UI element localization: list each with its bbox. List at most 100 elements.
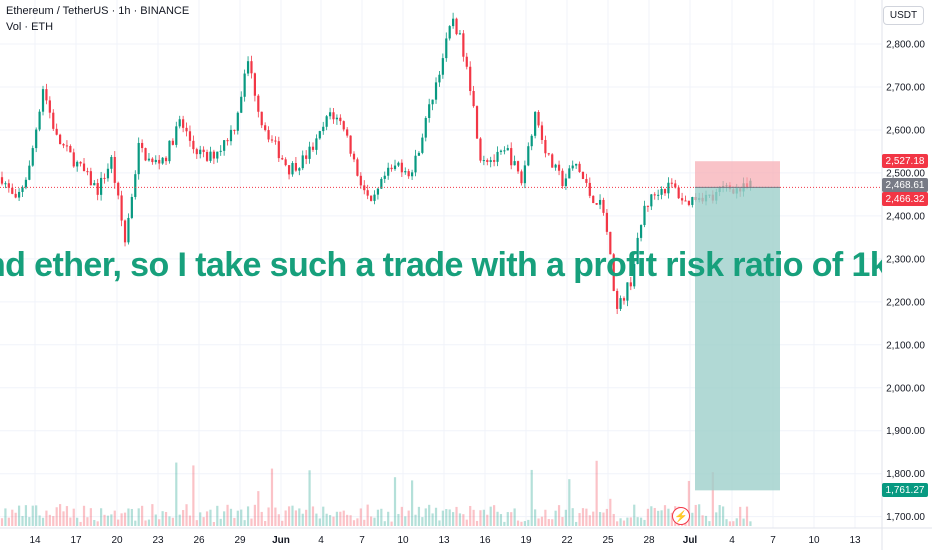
volume-bar — [718, 505, 721, 526]
candle-body — [246, 61, 250, 74]
candle-body — [527, 146, 530, 166]
candle-body — [407, 171, 410, 177]
candle-body — [17, 191, 21, 198]
volume-bar — [626, 517, 629, 526]
short-position-tool[interactable] — [0, 161, 882, 491]
candle-body — [52, 112, 55, 129]
time-tick-label: 13 — [438, 535, 450, 546]
price-tick-label: 2,700.00 — [886, 82, 925, 93]
volume-bar — [557, 505, 561, 526]
candle-body — [178, 119, 181, 127]
candle-body — [633, 264, 636, 287]
volume-bar — [605, 508, 608, 526]
volume-bar — [164, 511, 168, 526]
candle-body — [417, 152, 421, 156]
candle-body — [363, 185, 366, 191]
volume-legend[interactable]: Vol · ETH — [6, 21, 54, 33]
candle-body — [428, 104, 431, 118]
volume-bar — [352, 520, 356, 526]
currency-button[interactable]: USDT — [883, 6, 924, 25]
volume-bar — [339, 511, 342, 526]
lightning-icon[interactable]: ⚡ — [672, 507, 690, 525]
volume-bar — [725, 519, 728, 526]
candle-body — [223, 140, 226, 151]
candle-body — [571, 165, 574, 169]
time-tick-label: 22 — [561, 535, 573, 546]
time-tick-label: 14 — [29, 535, 41, 546]
stop-price-label: 2,527.18 — [882, 154, 928, 169]
candle-body — [308, 146, 311, 159]
candle-body — [41, 89, 45, 112]
time-tick-label: 17 — [70, 535, 82, 546]
candle-body — [465, 56, 468, 67]
candle-body — [575, 163, 578, 166]
candle-body — [260, 111, 263, 126]
candle-body — [626, 282, 629, 301]
candle-body — [123, 220, 127, 243]
time-tick-label: 16 — [479, 535, 491, 546]
volume-bar — [14, 512, 17, 526]
candle-body — [328, 112, 332, 117]
volume-bar — [123, 512, 127, 526]
volume-bar — [486, 514, 489, 526]
candle-body — [243, 73, 246, 97]
volume-bar — [130, 508, 133, 526]
candle-body — [616, 290, 619, 309]
time-axis[interactable]: 14 17 20 23 26 29 Jun 4 7 10 13 16 19 22 25 28 Jul 4 7 10 13 — [0, 527, 932, 546]
candle-body — [257, 95, 260, 112]
volume-bar — [687, 480, 691, 526]
volume-bar — [472, 509, 475, 526]
volume-bar — [598, 512, 602, 526]
candle-body — [209, 151, 212, 161]
volume-bar — [69, 517, 72, 526]
volume-bar — [639, 517, 643, 526]
volume-bar — [151, 504, 154, 526]
candle-body — [158, 159, 161, 164]
candle-body — [434, 82, 438, 100]
candle-body — [199, 149, 202, 155]
volume-bar — [540, 516, 544, 526]
candle-body — [277, 141, 280, 159]
price-axis[interactable]: 1,700.00 1,800.00 1,900.00 2,000.00 2,100.00… — [881, 0, 925, 550]
volume-bar — [520, 521, 523, 526]
volume-bar — [390, 521, 393, 526]
candle-body — [325, 116, 328, 127]
candle-body — [390, 167, 393, 170]
candle-body — [264, 125, 267, 131]
volume-bar — [137, 508, 140, 526]
volume-bar — [578, 513, 581, 526]
volume-bar — [417, 506, 421, 526]
time-tick-label: Jul — [683, 535, 698, 546]
volume-bar — [82, 505, 86, 526]
current-price-label: 2,468.61 — [882, 178, 928, 193]
candle-body — [496, 151, 499, 162]
volume-bar — [575, 521, 578, 526]
candle-body — [349, 135, 352, 154]
volume-bar — [458, 513, 462, 526]
symbol-title[interactable]: Ethereum / TetherUS · 1h · BINANCE — [6, 5, 190, 17]
volume-bar — [581, 508, 585, 526]
candle-body — [21, 187, 24, 192]
volume-bar — [414, 514, 417, 526]
candle-body — [284, 159, 287, 166]
candle-body — [383, 175, 386, 179]
volume-bar — [178, 514, 181, 526]
volume-bar — [516, 520, 520, 526]
candle-body — [612, 254, 615, 291]
entry-price-label: 2,466.32 — [882, 192, 928, 207]
volume-bar — [445, 509, 448, 526]
candle-body — [677, 187, 680, 199]
volume-bar — [592, 511, 595, 526]
volume-bar — [393, 477, 397, 526]
candle-body — [332, 112, 335, 120]
time-tick-label: Jun — [272, 535, 290, 546]
candle-body — [202, 149, 205, 153]
volume-bar — [264, 521, 267, 526]
time-tick-label: 4 — [318, 535, 324, 546]
candle-body — [250, 61, 253, 74]
candle-body — [226, 140, 229, 142]
volume-bar — [110, 514, 113, 526]
volume-bar — [260, 511, 263, 526]
candle-body — [58, 134, 62, 145]
